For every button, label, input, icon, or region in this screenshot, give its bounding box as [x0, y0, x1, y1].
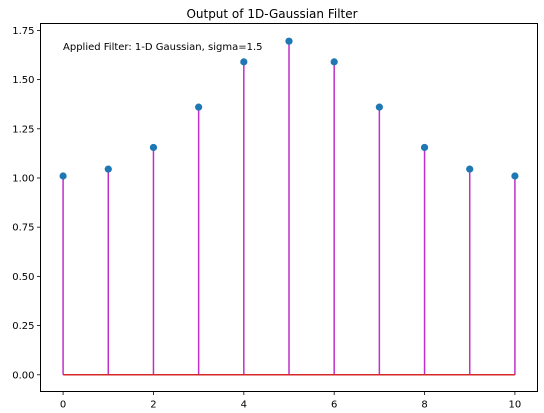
data-point [420, 143, 429, 152]
y-tick-label: 0.75 [12, 223, 34, 234]
x-tick-label: 0 [60, 400, 66, 411]
y-tick-label: 1.00 [12, 173, 34, 184]
markers-group [59, 37, 519, 180]
x-tick-label: 4 [241, 400, 247, 411]
y-tick-label: 0.50 [12, 272, 34, 283]
data-point [149, 143, 158, 152]
data-point [330, 58, 338, 66]
y-tick-label: 1.25 [12, 124, 34, 135]
y-tick-label: 1.75 [12, 26, 34, 37]
x-tick-label: 10 [509, 400, 522, 411]
data-point [59, 172, 67, 180]
plot-frame [40, 23, 538, 392]
stems-group [62, 41, 516, 376]
x-tick-label: 8 [421, 400, 427, 411]
filter-annotation: Applied Filter: 1-D Gaussian, sigma=1.5 [63, 42, 262, 53]
data-point [104, 165, 112, 173]
x-axis: 0 2 4 6 8 10 [60, 391, 522, 411]
y-axis: 0.00 0.25 0.50 0.75 1.00 1.25 1.50 1.75 [12, 26, 41, 381]
y-tick-label: 1.50 [12, 75, 34, 86]
x-tick-label: 6 [331, 400, 337, 411]
chart-title: Output of 1D-Gaussian Filter [186, 7, 357, 21]
data-point [285, 37, 293, 45]
data-point [195, 103, 203, 111]
y-tick-label: 0.25 [12, 321, 34, 332]
x-tick-label: 2 [150, 400, 156, 411]
data-point [511, 172, 519, 180]
data-point [240, 58, 248, 66]
data-point [375, 103, 383, 111]
data-point [466, 165, 474, 173]
y-tick-label: 0.00 [12, 370, 34, 381]
